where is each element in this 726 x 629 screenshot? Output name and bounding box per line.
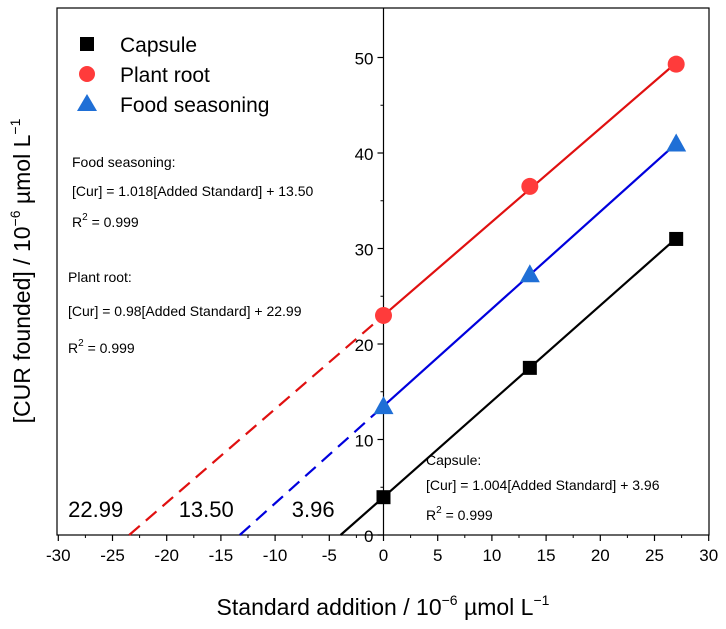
y-axis-ticks: 0 10 20 30 40 50 [355, 50, 384, 546]
point-capsule [376, 490, 391, 505]
extrapolation-line-2 [239, 405, 385, 536]
x-tick-label: -30 [46, 546, 71, 565]
y-tick-label: 10 [355, 432, 374, 451]
annotation-plant-title: Plant root: [68, 269, 132, 285]
legend-label-food-seasoning: Food seasoning [120, 94, 269, 117]
extrapolation-line-0 [339, 496, 385, 536]
point-food-seasoning [666, 133, 687, 152]
annotation-food-r2: R2 = 0.999 [72, 212, 139, 230]
legend-marker-food-seasoning [77, 94, 97, 111]
x-tick-label: 10 [482, 546, 501, 565]
y-tick-label: 20 [355, 336, 374, 355]
y-tick-label: 50 [355, 50, 374, 69]
point-capsule [522, 360, 537, 375]
y-tick-label: 0 [364, 527, 373, 546]
legend-marker-plant-root [79, 66, 95, 82]
annotation-plant-root: Plant root: [Cur] = 0.98[Added Standard]… [68, 269, 302, 356]
legend-marker-capsule [80, 37, 94, 51]
annotation-plant-equation: [Cur] = 0.98[Added Standard] + 22.99 [68, 303, 302, 319]
legend: Capsule Plant root Food seasoning [77, 34, 269, 117]
point-food-seasoning [373, 396, 394, 415]
annotation-capsule-r2: R2 = 0.999 [426, 505, 493, 523]
legend-label-plant-root: Plant root [120, 64, 210, 87]
y-tick-label: 40 [355, 145, 374, 164]
annotation-capsule: Capsule: [Cur] = 1.004[Added Standard] +… [426, 452, 660, 523]
annotation-capsule-title: Capsule: [426, 452, 481, 468]
y-tick-label: 30 [355, 241, 374, 260]
x-axis-title: Standard addition / 10−6 µmol L−1 [217, 592, 550, 620]
x-tick-label: -5 [322, 546, 337, 565]
point-plant-root [375, 306, 392, 324]
x-tick-label: 15 [537, 546, 556, 565]
annotation-plant-r2: R2 = 0.999 [68, 338, 135, 356]
x-tick-label: 0 [379, 546, 388, 565]
x-tick-label: -20 [154, 546, 179, 565]
point-capsule [669, 231, 684, 246]
point-plant-root [667, 55, 685, 73]
x-tick-label: 5 [433, 546, 442, 565]
annotation-food-seasoning: Food seasoning: [Cur] = 1.018[Added Stan… [72, 154, 314, 230]
annotation-food-equation: [Cur] = 1.018[Added Standard] + 13.50 [72, 183, 314, 199]
intercept-label-2: 13.50 [179, 497, 234, 522]
point-food-seasoning [519, 264, 540, 283]
legend-label-capsule: Capsule [120, 34, 197, 57]
x-axis-ticks: -30 -25 -20 -15 -10 -5 0 5 10 15 20 25 30 [46, 535, 718, 565]
intercept-label-1: 22.99 [68, 497, 123, 522]
x-tick-label: -10 [263, 546, 288, 565]
intercept-labels: 3.96 22.99 13.50 [68, 497, 334, 522]
extrapolation-line-1 [128, 314, 385, 536]
x-tick-label: 25 [645, 546, 664, 565]
data-points [373, 55, 687, 505]
intercept-label-0: 3.96 [292, 497, 335, 522]
x-tick-label: 20 [591, 546, 610, 565]
x-tick-label: -15 [209, 546, 234, 565]
x-tick-label: 30 [699, 546, 718, 565]
y-axis-title: [CUR founded] / 10−6 µmol L−1 [7, 118, 35, 423]
x-tick-label: -25 [100, 546, 125, 565]
annotation-capsule-equation: [Cur] = 1.004[Added Standard] + 3.96 [426, 477, 660, 493]
point-plant-root [521, 177, 539, 195]
fit-lines [128, 61, 677, 536]
annotation-food-title: Food seasoning: [72, 154, 176, 170]
